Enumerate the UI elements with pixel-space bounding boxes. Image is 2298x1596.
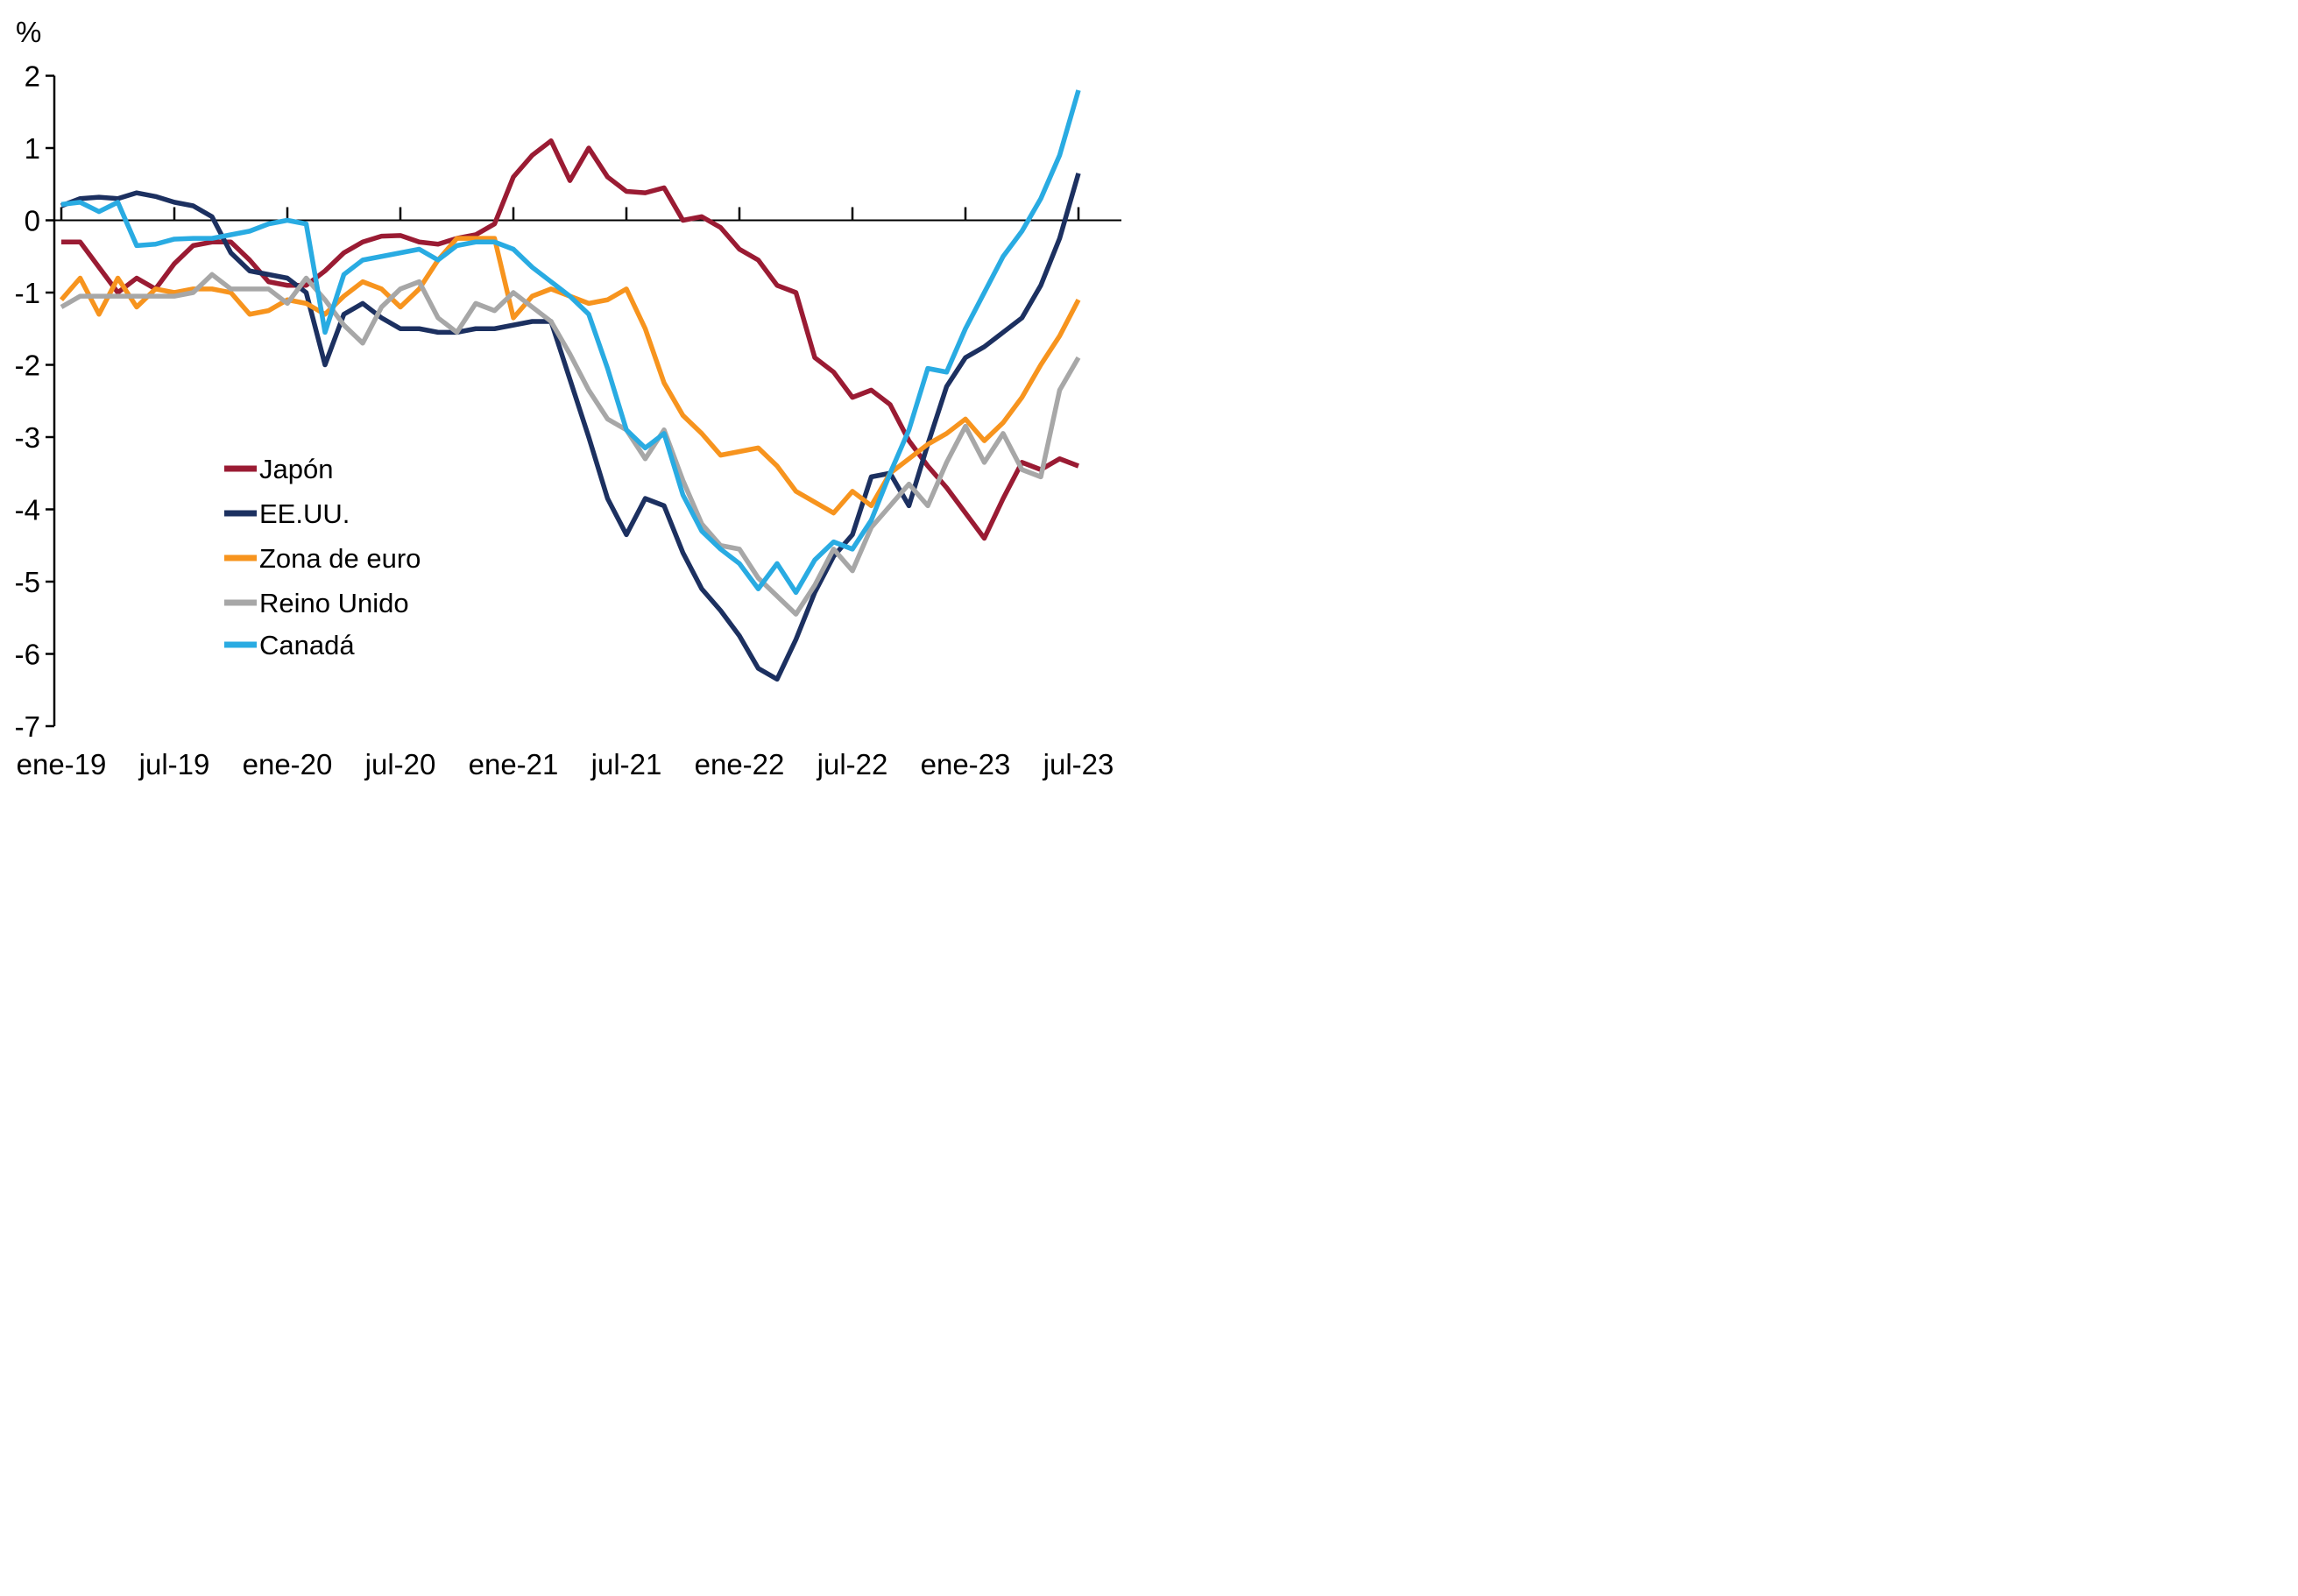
y-axis-tick-label: -1: [15, 277, 40, 309]
y-axis-tick-label: -6: [15, 639, 40, 671]
series-line-canad-: [60, 89, 1081, 596]
x-axis-tick-label: jul-20: [364, 748, 436, 780]
y-axis-tick-label: 1: [25, 132, 40, 165]
legend-item-jap-n: Japón: [224, 454, 333, 484]
legend-label: Zona de euro: [259, 543, 421, 574]
x-axis-tick-label: ene-21: [469, 748, 559, 780]
x-axis-tick-label: ene-19: [17, 748, 107, 780]
y-axis-tick-label: 2: [25, 60, 40, 93]
x-axis-tick-label: ene-23: [921, 748, 1011, 780]
legend-label: Canadá: [259, 630, 355, 660]
legend-item-ee-uu-: EE.UU.: [224, 498, 350, 529]
x-axis-tick-label: ene-22: [695, 748, 785, 780]
series-line-reino-unido: [60, 272, 1081, 617]
legend-item-zona-de-euro: Zona de euro: [224, 543, 421, 574]
legend-label: EE.UU.: [259, 498, 350, 529]
y-axis-tick-label: -4: [15, 494, 40, 526]
series-line-ee-uu-: [60, 173, 1081, 682]
legend-item-reino-unido: Reino Unido: [224, 588, 409, 618]
line-chart-canvas: 2 1 0 -1 -2 -3 -4 -5 -6 -7 ene-19 jul-19 ene-20 jul-2…: [15, 16, 1121, 780]
y-axis-tick-label: 0: [25, 205, 40, 237]
line-chart-figure: 2 1 0 -1 -2 -3 -4 -5 -6 -7 ene-19 jul-19 ene-20 jul-2…: [0, 0, 1149, 798]
x-axis-tick-label: jul-22: [817, 748, 888, 780]
y-axis-tick-label: -3: [15, 421, 40, 454]
series-line-jap-n: [61, 138, 1079, 541]
y-axis-tick-label: -2: [15, 350, 40, 382]
y-axis-tick-label: -7: [15, 710, 40, 743]
x-axis-tick-label: jul-19: [138, 748, 210, 780]
x-axis-tick-label: jul-23: [1043, 748, 1114, 780]
x-axis-tick-label: jul-21: [590, 748, 662, 780]
y-axis-unit-label: %: [16, 16, 41, 48]
legend-label: Reino Unido: [259, 588, 409, 618]
y-axis-tick-label: -5: [15, 566, 40, 598]
x-axis-tick-label: ene-20: [243, 748, 333, 780]
legend-label: Japón: [259, 454, 333, 484]
legend-item-canad-: Canadá: [224, 630, 355, 660]
